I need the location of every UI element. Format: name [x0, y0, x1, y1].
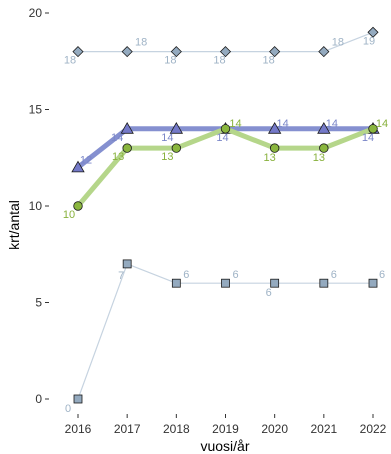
data-label: 13: [313, 152, 325, 164]
data-point: [269, 46, 281, 58]
data-point: [120, 121, 134, 134]
data-label: 13: [161, 151, 173, 163]
data-point: [221, 278, 230, 288]
data-point: [368, 124, 378, 134]
data-point: [269, 143, 280, 153]
x-tick-label: 2022: [360, 422, 387, 436]
y-tick-label: 0: [35, 392, 42, 406]
data-label: 14: [111, 132, 123, 144]
data-label: 6: [331, 269, 337, 281]
data-point: [122, 143, 132, 153]
x-tick-label: 2016: [65, 422, 92, 436]
y-tick-label: 15: [29, 103, 43, 117]
x-axis: 2016 2017 2018 2019 2020 2021 2022: [65, 414, 387, 436]
data-point: [319, 278, 329, 288]
data-label: 6: [232, 269, 238, 281]
data-label: 14: [216, 132, 228, 144]
data-label: 14: [326, 118, 338, 130]
data-point: [170, 46, 182, 58]
series-circle: [73, 124, 378, 211]
y-tick-label: 20: [29, 6, 43, 20]
data-label: 14: [229, 118, 241, 130]
data-point: [171, 143, 182, 153]
data-label: 18: [263, 55, 275, 67]
data-label: 18: [332, 37, 344, 49]
y-tick-label: 10: [29, 199, 43, 213]
data-point: [317, 121, 331, 134]
data-point: [319, 143, 329, 153]
data-point: [73, 201, 83, 211]
x-axis-title: vuosi/år: [200, 438, 249, 454]
data-point: [219, 46, 232, 58]
data-point: [72, 46, 84, 58]
data-point: [267, 121, 282, 134]
series-diamond: [72, 26, 379, 58]
data-point: [73, 394, 83, 404]
data-label: 13: [112, 151, 124, 163]
data-label: 14: [376, 118, 388, 130]
series-layer: [71, 26, 380, 404]
data-label: 14: [277, 118, 289, 130]
data-point: [220, 124, 231, 134]
data-point: [318, 46, 330, 58]
y-axis: 0 5 10 15 20: [29, 6, 49, 406]
data-label: 13: [264, 152, 276, 164]
x-tick-label: 2020: [261, 422, 288, 436]
data-label: 10: [63, 209, 75, 221]
data-label: 14: [161, 132, 173, 144]
x-tick-label: 2019: [212, 422, 239, 436]
data-point: [171, 278, 181, 288]
data-label: 6: [183, 269, 189, 281]
data-label: 18: [135, 37, 147, 49]
y-axis-title: krt/antal: [6, 200, 22, 250]
data-label: 19: [363, 35, 375, 47]
data-label: 7: [118, 270, 124, 282]
data-point: [367, 26, 379, 38]
data-label: 14: [362, 132, 374, 144]
data-point: [169, 121, 184, 134]
data-point: [71, 160, 85, 173]
data-label: 0: [65, 403, 71, 415]
y-tick-label: 5: [35, 296, 42, 310]
x-tick-label: 2018: [163, 422, 190, 436]
data-point: [121, 46, 133, 58]
data-label: 12: [80, 154, 92, 166]
data-point: [122, 259, 132, 269]
data-point: [368, 278, 378, 288]
data-label: 6: [266, 287, 272, 299]
x-tick-label: 2021: [310, 422, 337, 436]
data-label: 18: [213, 55, 225, 67]
series-square: [73, 259, 378, 404]
x-tick-label: 2017: [114, 422, 141, 436]
data-label: 6: [379, 269, 385, 281]
data-point: [270, 278, 280, 288]
data-label: 18: [64, 55, 76, 67]
data-label: 18: [164, 55, 176, 67]
